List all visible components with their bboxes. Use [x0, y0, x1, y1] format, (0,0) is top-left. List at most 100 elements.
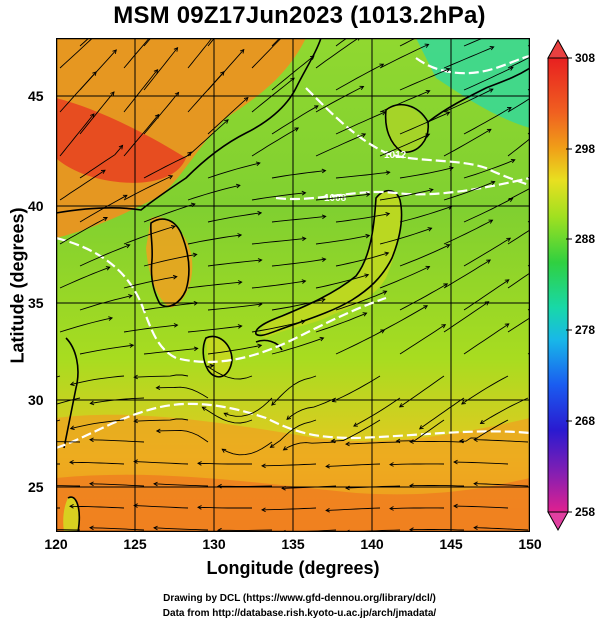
streamline-arrowhead [92, 71, 97, 76]
streamline-arrowhead [510, 158, 516, 164]
streamline [283, 441, 337, 451]
streamline [459, 419, 509, 442]
streamline [507, 187, 530, 201]
streamline [224, 397, 273, 417]
streamline-arrowhead [409, 439, 414, 444]
footer-credit-data: Data from http://database.rish.kyoto-u.a… [162, 608, 437, 619]
streamline [271, 105, 319, 135]
colorbar [547, 38, 572, 532]
streamline [271, 298, 326, 311]
streamline [59, 71, 97, 113]
streamline [315, 85, 364, 113]
streamline-arrowhead [325, 464, 330, 469]
streamline [123, 276, 177, 289]
streamline [187, 234, 242, 245]
streamline-arrowhead [325, 508, 330, 513]
streamline-arrowhead [389, 506, 394, 511]
streamline [207, 259, 262, 267]
streamline-arrowhead [504, 323, 510, 328]
streamline [335, 63, 384, 91]
streamline [222, 441, 273, 456]
streamline [153, 483, 209, 487]
streamline-arrowhead [192, 252, 198, 258]
streamline-arrowhead [479, 419, 485, 424]
streamline [399, 111, 450, 135]
streamline [507, 272, 530, 289]
streamline [419, 397, 465, 430]
streamline-arrowhead [486, 128, 492, 133]
streamline-arrowhead [197, 461, 202, 466]
streamline [207, 97, 249, 135]
streamline-arrowhead [103, 217, 108, 222]
colorbar-tick-label: 268 [575, 414, 596, 428]
warm-region-korea [146, 217, 193, 308]
y-tick-label: 40 [28, 198, 44, 214]
streamline-arrowhead [129, 343, 135, 348]
streamline [409, 485, 465, 487]
streamline-arrowhead [359, 85, 365, 90]
streamline-arrowhead [89, 437, 94, 443]
streamline-arrowhead [243, 96, 249, 102]
streamline-arrowhead [506, 237, 512, 242]
streamline-arrowhead [193, 300, 199, 306]
streamline [59, 266, 110, 289]
streamline [474, 439, 529, 443]
streamline [134, 461, 189, 465]
streamline [207, 212, 262, 223]
streamline [463, 237, 511, 267]
streamline-arrowhead [193, 346, 199, 352]
streamline-arrowhead [174, 91, 180, 97]
streamline-arrowhead [473, 437, 478, 442]
streamline-arrowhead [313, 105, 319, 110]
streamline-arrowhead [488, 88, 494, 93]
streamline-arrowhead [461, 400, 466, 405]
streamline [89, 527, 145, 531]
streamline [315, 133, 366, 157]
streamline-arrowhead [445, 67, 451, 73]
streamline [443, 128, 492, 157]
streamline [56, 397, 81, 405]
streamline-arrowhead [257, 210, 263, 216]
streamline-arrowhead [309, 55, 315, 60]
streamline [335, 252, 389, 267]
x-tick-label: 125 [123, 536, 147, 552]
streamline-arrowhead [271, 401, 276, 406]
streamline-arrowhead [424, 43, 430, 48]
streamline-arrowhead [217, 483, 222, 489]
streamline-arrowhead [379, 63, 385, 68]
streamline [134, 505, 189, 509]
streamline-arrowhead [168, 175, 174, 180]
colorbar-tick-label: 298 [575, 142, 596, 156]
streamline [69, 461, 125, 465]
streamline-arrowhead [221, 448, 227, 453]
streamline-arrowhead [473, 525, 478, 530]
coastlines [56, 38, 530, 532]
streamline-arrowhead [385, 211, 391, 217]
streamline [79, 91, 115, 135]
map-frame: 1008 1012 [56, 38, 530, 532]
streamline [345, 441, 401, 445]
streamline-arrowhead [486, 259, 491, 264]
hot-region-northeast-china [56, 98, 186, 183]
streamline [443, 259, 491, 289]
streamline-arrowhead [453, 503, 458, 509]
streamline [353, 397, 401, 427]
streamline-arrowhead [345, 485, 350, 491]
streamline-arrowhead [385, 170, 391, 175]
streamline-arrowhead [365, 192, 371, 197]
streamline-arrowhead [90, 113, 95, 118]
streamline [335, 38, 348, 47]
x-tick-label: 145 [439, 536, 463, 552]
y-tick-label: 25 [28, 479, 44, 495]
streamline-arrowhead [69, 460, 74, 465]
streamline [335, 290, 387, 311]
streamline-arrowhead [237, 280, 243, 285]
streamline [379, 90, 430, 113]
streamline [79, 295, 133, 311]
streamline [379, 305, 428, 333]
streamline-arrowhead [381, 111, 387, 116]
streamline-arrowhead [154, 113, 160, 119]
streamline [335, 171, 390, 179]
streamline [480, 397, 529, 424]
streamline [474, 483, 529, 487]
